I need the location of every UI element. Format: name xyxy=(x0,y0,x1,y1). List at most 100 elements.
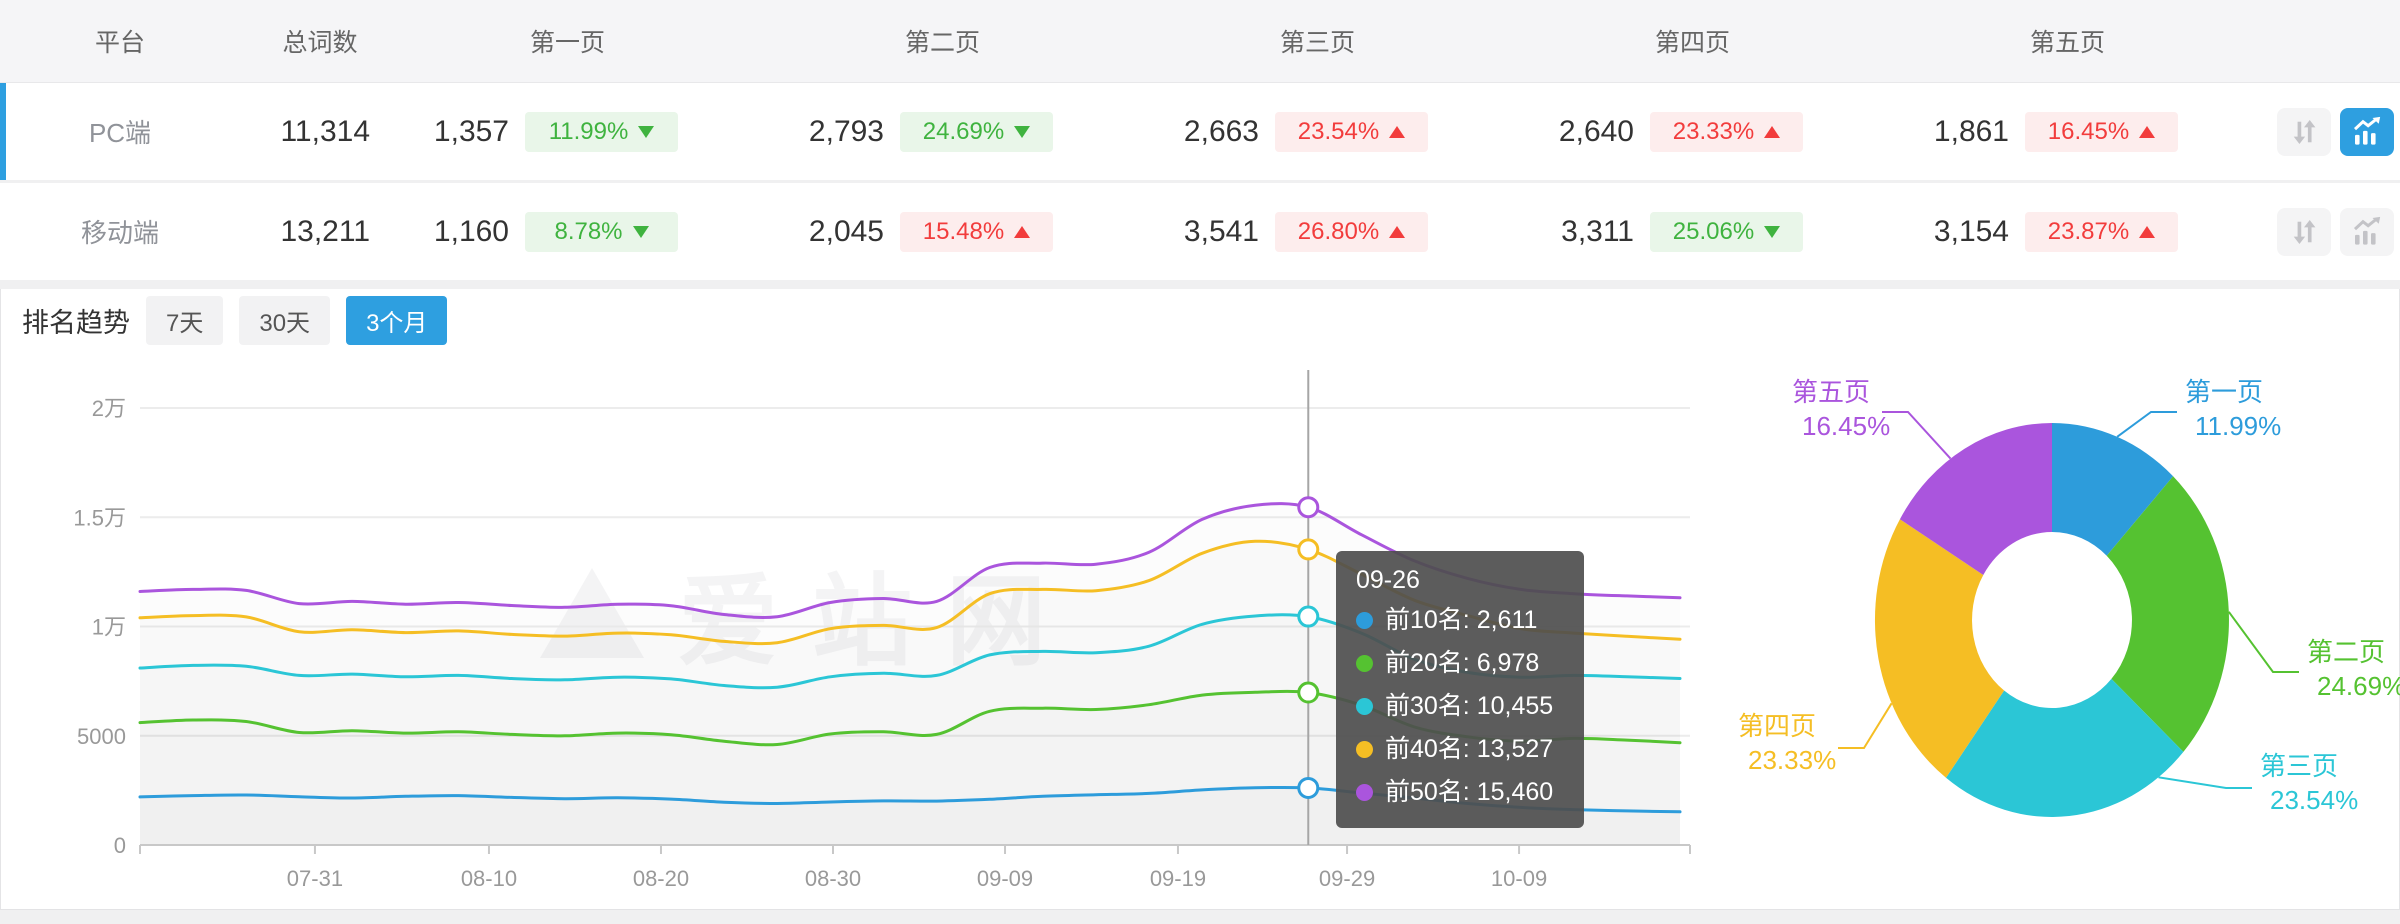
column-header-1: 平台 xyxy=(94,29,145,57)
total-words: 11,314 xyxy=(280,114,370,148)
donut-label-percent: 23.33% xyxy=(1748,745,1837,775)
sort-button-mobile[interactable] xyxy=(2277,207,2331,256)
range-button-group: 7天 30天 3个月 xyxy=(130,295,448,345)
range-button-3个月[interactable]: 3个月 xyxy=(346,295,448,345)
table-header-row: 平台 总词数 第一页 第二页 第三页 第四页 第五页 xyxy=(0,0,2400,83)
page-5-cell: 3,154 23.87% xyxy=(1900,211,2275,252)
x-axis-label: 08-20 xyxy=(633,866,689,891)
y-axis-label: 1.5万 xyxy=(73,505,126,530)
table-row-pc[interactable]: PC端 11,314 1,357 11.99% 2,793 24.69% 2,663 23.5… xyxy=(0,83,2400,183)
range-button-7天[interactable]: 7天 xyxy=(146,295,224,345)
page-5-cell: 1,861 16.45% xyxy=(1900,111,2275,152)
page-count: 3,154 xyxy=(1933,214,2009,248)
donut-label-第一页: 第一页 11.99% xyxy=(2185,378,2281,440)
hover-marker-前30名 xyxy=(1297,605,1320,628)
donut-slice-第三页[interactable] xyxy=(1946,678,2184,817)
page-2-cell: 2,045 15.48% xyxy=(775,211,1150,252)
page-count: 1,160 xyxy=(433,214,509,248)
donut-label-第四页: 第四页 23.33% xyxy=(1738,712,1836,774)
arrow-down-icon xyxy=(1014,125,1031,138)
page-count: 3,541 xyxy=(1183,214,1259,248)
donut-label-line-第五页 xyxy=(1882,411,1952,460)
change-badge: 23.33% xyxy=(1650,111,1803,152)
page-3-cell: 3,541 26.80% xyxy=(1150,211,1525,252)
donut-label-name: 第二页 xyxy=(2307,637,2386,667)
arrow-up-icon xyxy=(1389,125,1406,138)
donut-slice-第二页[interactable] xyxy=(2106,476,2229,752)
change-percent: 25.06% xyxy=(1672,217,1755,245)
change-badge: 24.69% xyxy=(900,111,1053,152)
x-axis-label: 09-29 xyxy=(1319,866,1375,891)
x-axis-label: 07-31 xyxy=(287,866,343,891)
x-axis-label: 08-30 xyxy=(805,866,861,891)
donut-label-name: 第四页 xyxy=(1738,711,1817,741)
sort-button-pc[interactable] xyxy=(2277,107,2331,156)
tooltip-item-text: 前40名: 13,527 xyxy=(1385,735,1554,763)
tooltip-date: 09-26 xyxy=(1356,566,1420,594)
donut-label-line-第四页 xyxy=(1838,702,1893,749)
tooltip-item-前20名: 前20名: 6,978 xyxy=(1356,642,1562,685)
change-badge: 8.78% xyxy=(525,211,678,252)
arrow-down-icon xyxy=(1764,225,1781,238)
donut-slice-第四页[interactable] xyxy=(1874,519,2005,778)
footer-strip xyxy=(0,909,2400,924)
page-1-cell: 1,160 8.78% xyxy=(400,211,775,252)
show-trend-button-pc[interactable] xyxy=(2340,107,2394,156)
change-badge: 16.45% xyxy=(2025,111,2178,152)
donut-label-第五页: 第五页 16.45% xyxy=(1792,378,1890,440)
change-percent: 23.33% xyxy=(1672,117,1755,145)
tooltip-item-text: 前20名: 6,978 xyxy=(1385,649,1540,677)
series-dot-icon xyxy=(1356,655,1373,672)
arrow-up-icon xyxy=(2139,225,2156,238)
series-dot-icon xyxy=(1356,612,1373,629)
sort-arrows-icon xyxy=(2293,119,2316,144)
page-3-cell: 2,663 23.54% xyxy=(1150,111,1525,152)
table-row-mobile[interactable]: 移动端 13,211 1,160 8.78% 2,045 15.48% 3,541 26.80… xyxy=(0,183,2400,283)
hover-marker-前20名 xyxy=(1297,681,1320,704)
page-count: 1,861 xyxy=(1933,114,2009,148)
tooltip-item-前10名: 前10名: 2,611 xyxy=(1356,599,1562,642)
page-count: 2,793 xyxy=(808,114,884,148)
column-header-4: 第二页 xyxy=(904,29,980,57)
donut-label-percent: 16.45% xyxy=(1802,411,1891,441)
arrow-up-icon xyxy=(1389,225,1406,238)
page-count: 2,640 xyxy=(1558,114,1634,148)
y-axis-label: 5000 xyxy=(77,724,126,749)
x-axis-label: 09-19 xyxy=(1150,866,1206,891)
tooltip-item-前30名: 前30名: 10,455 xyxy=(1356,685,1562,728)
donut-slice-第一页[interactable] xyxy=(2052,423,2174,556)
platform-name: PC端 xyxy=(88,118,152,148)
change-percent: 26.80% xyxy=(1297,217,1380,245)
tooltip-item-前40名: 前40名: 13,527 xyxy=(1356,728,1562,771)
show-trend-button-mobile[interactable] xyxy=(2340,207,2394,256)
trend-header: 排名趋势 7天 30天 3个月 xyxy=(0,289,2400,351)
donut-label-第三页: 第三页 23.54% xyxy=(2260,752,2358,814)
column-header-6: 第四页 xyxy=(1654,29,1730,57)
donut-label-line-第一页 xyxy=(2116,411,2177,438)
sort-arrows-icon xyxy=(2293,219,2316,244)
change-percent: 16.45% xyxy=(2047,117,2130,145)
trend-chart-icon xyxy=(2353,116,2381,145)
donut-label-percent: 23.54% xyxy=(2270,785,2359,815)
page-distribution-donut-chart[interactable]: 第一页 11.99% 第二页 24.69% 第三页 23.54% 第四页 23.33% 第五页 1… xyxy=(1700,350,2400,924)
hover-marker-前10名 xyxy=(1297,776,1320,799)
change-badge: 11.99% xyxy=(525,111,678,152)
page-count: 3,311 xyxy=(1561,214,1634,248)
total-words: 13,211 xyxy=(280,214,370,248)
platform-name: 移动端 xyxy=(80,218,159,248)
series-dot-icon xyxy=(1356,698,1373,715)
donut-label-name: 第一页 xyxy=(2185,377,2264,407)
page-4-cell: 3,311 25.06% xyxy=(1525,211,1900,252)
series-dot-icon xyxy=(1356,741,1373,758)
page-count: 2,663 xyxy=(1183,114,1259,148)
arrow-up-icon xyxy=(1014,225,1031,238)
page-1-cell: 1,357 11.99% xyxy=(400,111,775,152)
donut-label-name: 第五页 xyxy=(1792,377,1871,407)
change-percent: 23.87% xyxy=(2047,217,2130,245)
table-body: PC端 11,314 1,357 11.99% 2,793 24.69% 2,663 23.5… xyxy=(0,83,2400,283)
donut-slice-第五页[interactable] xyxy=(1899,423,2052,575)
donut-label-line-第三页 xyxy=(2158,776,2252,789)
column-header-7: 第五页 xyxy=(2029,29,2105,57)
range-button-30天[interactable]: 30天 xyxy=(239,295,331,345)
x-axis-label: 09-09 xyxy=(977,866,1033,891)
